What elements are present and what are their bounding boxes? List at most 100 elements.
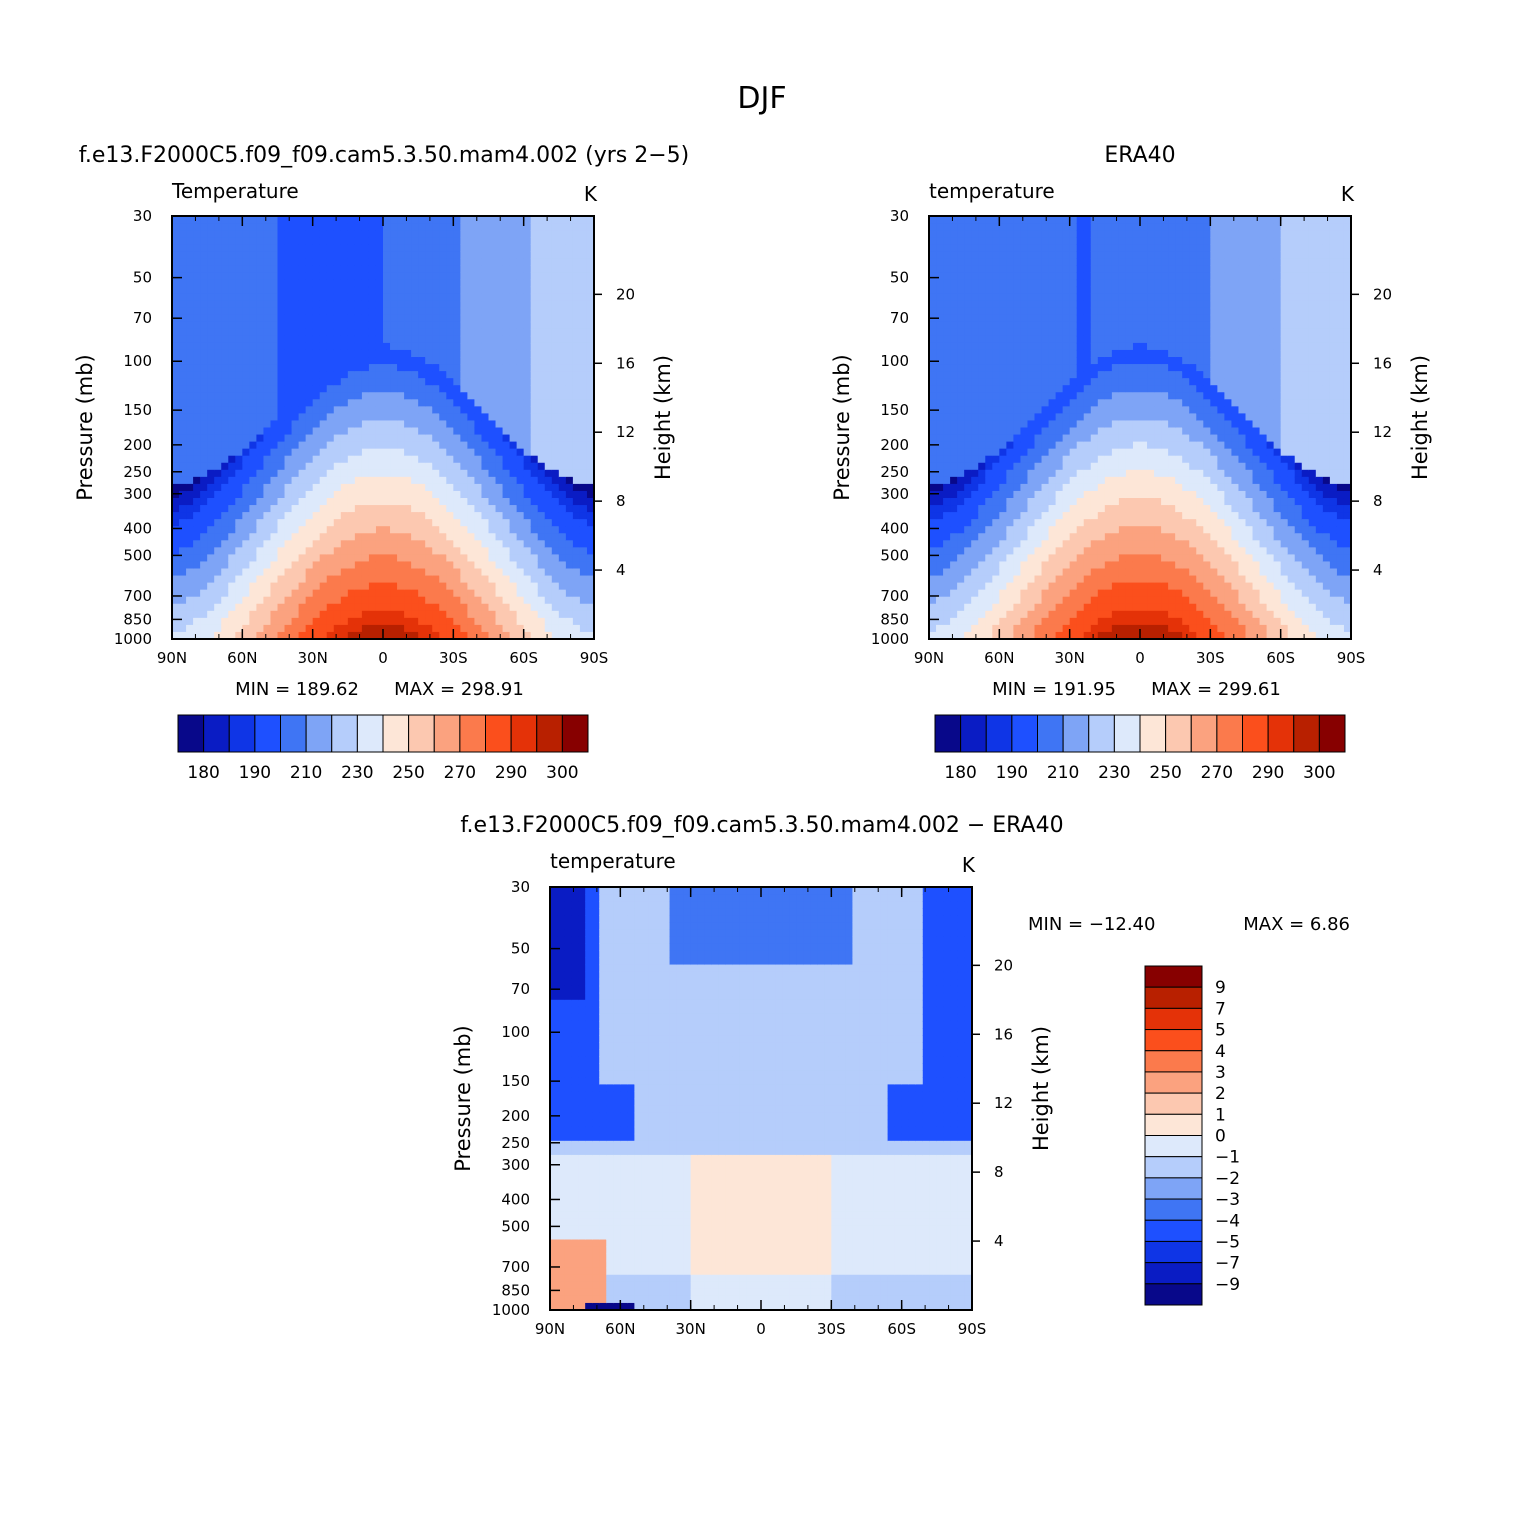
contour-cell bbox=[383, 441, 391, 450]
contour-cell bbox=[516, 519, 525, 527]
contour-cell bbox=[572, 251, 581, 259]
contour-cell bbox=[326, 307, 335, 316]
contour-cell bbox=[242, 561, 250, 570]
contour-cell bbox=[404, 526, 412, 534]
contour-cell bbox=[361, 251, 370, 259]
contour-cell bbox=[985, 420, 993, 429]
contour-cell bbox=[579, 434, 588, 443]
contour-cell bbox=[551, 554, 560, 563]
contour-cell bbox=[235, 596, 243, 605]
contour-cell bbox=[558, 413, 567, 422]
contour-cell bbox=[509, 596, 518, 605]
contour-cell bbox=[992, 519, 1000, 527]
contour-cell bbox=[221, 286, 229, 295]
contour-cell bbox=[544, 293, 553, 302]
contour-cell bbox=[228, 364, 236, 372]
contour-cell bbox=[390, 610, 398, 619]
contour-cell bbox=[425, 371, 433, 379]
contour-cell bbox=[361, 335, 370, 344]
contour-cell bbox=[558, 498, 567, 506]
contour-cell bbox=[586, 540, 595, 548]
contour-cell bbox=[439, 603, 447, 612]
contour-cell bbox=[256, 328, 265, 337]
contour-cell bbox=[200, 441, 208, 450]
contour-cell bbox=[439, 441, 447, 450]
contour-cell bbox=[950, 328, 958, 337]
contour-cell bbox=[999, 223, 1007, 231]
contour-cell bbox=[390, 364, 398, 372]
contour-cell bbox=[347, 335, 356, 344]
contour-cell bbox=[319, 293, 328, 302]
contour-cell bbox=[375, 469, 384, 478]
contour-cell bbox=[999, 617, 1007, 626]
contour-cell bbox=[957, 321, 965, 330]
contour-cell bbox=[404, 371, 412, 379]
contour-cell bbox=[474, 469, 483, 478]
contour-cell bbox=[985, 279, 993, 288]
contour-cell bbox=[992, 448, 1000, 457]
contour-cell bbox=[390, 293, 398, 302]
contour-cell bbox=[1041, 265, 1050, 273]
contour-cell bbox=[256, 533, 265, 541]
contour-cell bbox=[249, 307, 257, 316]
contour-cell bbox=[971, 561, 979, 570]
contour-cell bbox=[551, 624, 560, 633]
contour-cell bbox=[1055, 279, 1064, 288]
contour-cell bbox=[375, 631, 384, 640]
contour-cell bbox=[404, 498, 412, 506]
contour-cell bbox=[1055, 547, 1064, 555]
contour-cell bbox=[411, 385, 419, 393]
contour-cell bbox=[270, 357, 279, 365]
contour-cell bbox=[375, 237, 384, 245]
contour-cell bbox=[537, 406, 546, 414]
contour-cell bbox=[249, 349, 257, 358]
contour-cell bbox=[453, 554, 461, 563]
contour-cell bbox=[221, 420, 229, 429]
contour-cell bbox=[474, 441, 483, 450]
contour-cell bbox=[992, 307, 1000, 316]
contour-cell bbox=[228, 462, 236, 471]
contour-cell bbox=[298, 307, 307, 316]
contour-cell bbox=[943, 441, 951, 450]
contour-cell bbox=[368, 462, 377, 471]
contour-cell bbox=[432, 519, 440, 527]
contour-cell bbox=[950, 505, 958, 513]
colorbar-box bbox=[177, 714, 205, 753]
contour-cell bbox=[1048, 230, 1057, 238]
contour-cell bbox=[186, 300, 194, 309]
contour-cell bbox=[1020, 244, 1029, 252]
contour-cell bbox=[950, 462, 958, 471]
contour-cell bbox=[551, 575, 560, 584]
contour-cell bbox=[214, 279, 222, 288]
contour-cell bbox=[425, 378, 433, 386]
contour-cell bbox=[453, 540, 461, 548]
contour-cell bbox=[978, 547, 986, 555]
contour-cell bbox=[368, 526, 377, 534]
contour-cell bbox=[354, 314, 363, 323]
contour-cell bbox=[558, 272, 567, 281]
contour-cell bbox=[1069, 420, 1078, 429]
contour-cell bbox=[565, 469, 574, 478]
contour-cell bbox=[347, 441, 356, 450]
contour-cell bbox=[228, 448, 236, 457]
contour-cell bbox=[1055, 427, 1064, 436]
contour-cell bbox=[249, 617, 257, 626]
contour-cell bbox=[460, 251, 468, 259]
contour-cell bbox=[214, 568, 222, 577]
contour-cell bbox=[502, 328, 511, 337]
contour-cell bbox=[298, 434, 307, 443]
contour-cell bbox=[936, 434, 944, 443]
contour-cell bbox=[221, 448, 229, 457]
contour-cell bbox=[432, 589, 440, 598]
variable-label: Temperature bbox=[171, 179, 299, 203]
contour-cell bbox=[263, 540, 272, 548]
contour-cell bbox=[179, 251, 187, 259]
contour-cell bbox=[340, 378, 349, 386]
contour-cell bbox=[361, 490, 370, 499]
contour-cell bbox=[397, 413, 405, 422]
contour-cell bbox=[481, 575, 490, 584]
contour-cell bbox=[186, 512, 194, 520]
contour-cell bbox=[425, 216, 433, 224]
contour-cell bbox=[235, 469, 243, 478]
contour-cell bbox=[270, 631, 279, 640]
